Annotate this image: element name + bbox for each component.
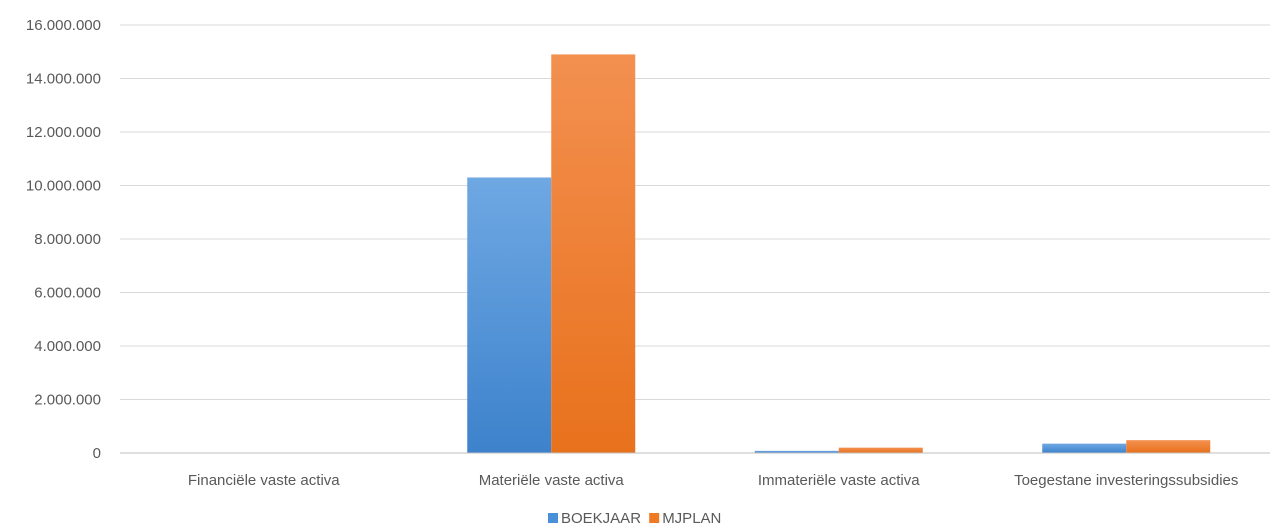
bars [467, 54, 1211, 454]
x-axis-categories: Financiële vaste activa Materiële vaste a… [188, 472, 1239, 489]
x-category-label: Materiële vaste activa [479, 472, 625, 489]
bar-boekjaar-1 [467, 177, 552, 453]
x-category-label: Financiële vaste activa [188, 472, 340, 489]
legend-swatch-mjplan [649, 513, 660, 523]
x-category-label: Immateriële vaste activa [758, 472, 920, 489]
y-tick-label: 14.000.000 [26, 71, 101, 88]
gridlines [120, 24, 1270, 400]
bar-boekjaar-2 [754, 450, 839, 453]
x-category-label: Toegestane investeringssubsidies [1014, 472, 1238, 489]
y-tick-label: 10.000.000 [26, 178, 101, 195]
y-tick-label: 12.000.000 [26, 124, 101, 141]
y-tick-label: 16.000.000 [26, 17, 101, 34]
legend-label-mjplan: MJPLAN [662, 510, 721, 527]
legend-swatch-boekjaar [548, 513, 558, 523]
y-tick-label: 8.000.000 [34, 231, 101, 248]
bar-mjplan-2 [838, 447, 923, 453]
y-tick-label: 0 [93, 445, 101, 462]
legend-label-boekjaar: BOEKJAAR [561, 510, 641, 527]
bar-boekjaar-3 [1042, 443, 1127, 453]
bar-mjplan-3 [1126, 440, 1211, 453]
y-tick-label: 6.000.000 [34, 285, 101, 302]
y-tick-label: 2.000.000 [34, 392, 101, 409]
y-axis-ticks: 0 2.000.000 4.000.000 6.000.000 8.000.000 10.… [26, 17, 101, 462]
y-tick-label: 4.000.000 [34, 338, 101, 355]
legend: BOEKJAAR MJPLAN [548, 510, 721, 527]
bar-mjplan-1 [551, 54, 636, 454]
